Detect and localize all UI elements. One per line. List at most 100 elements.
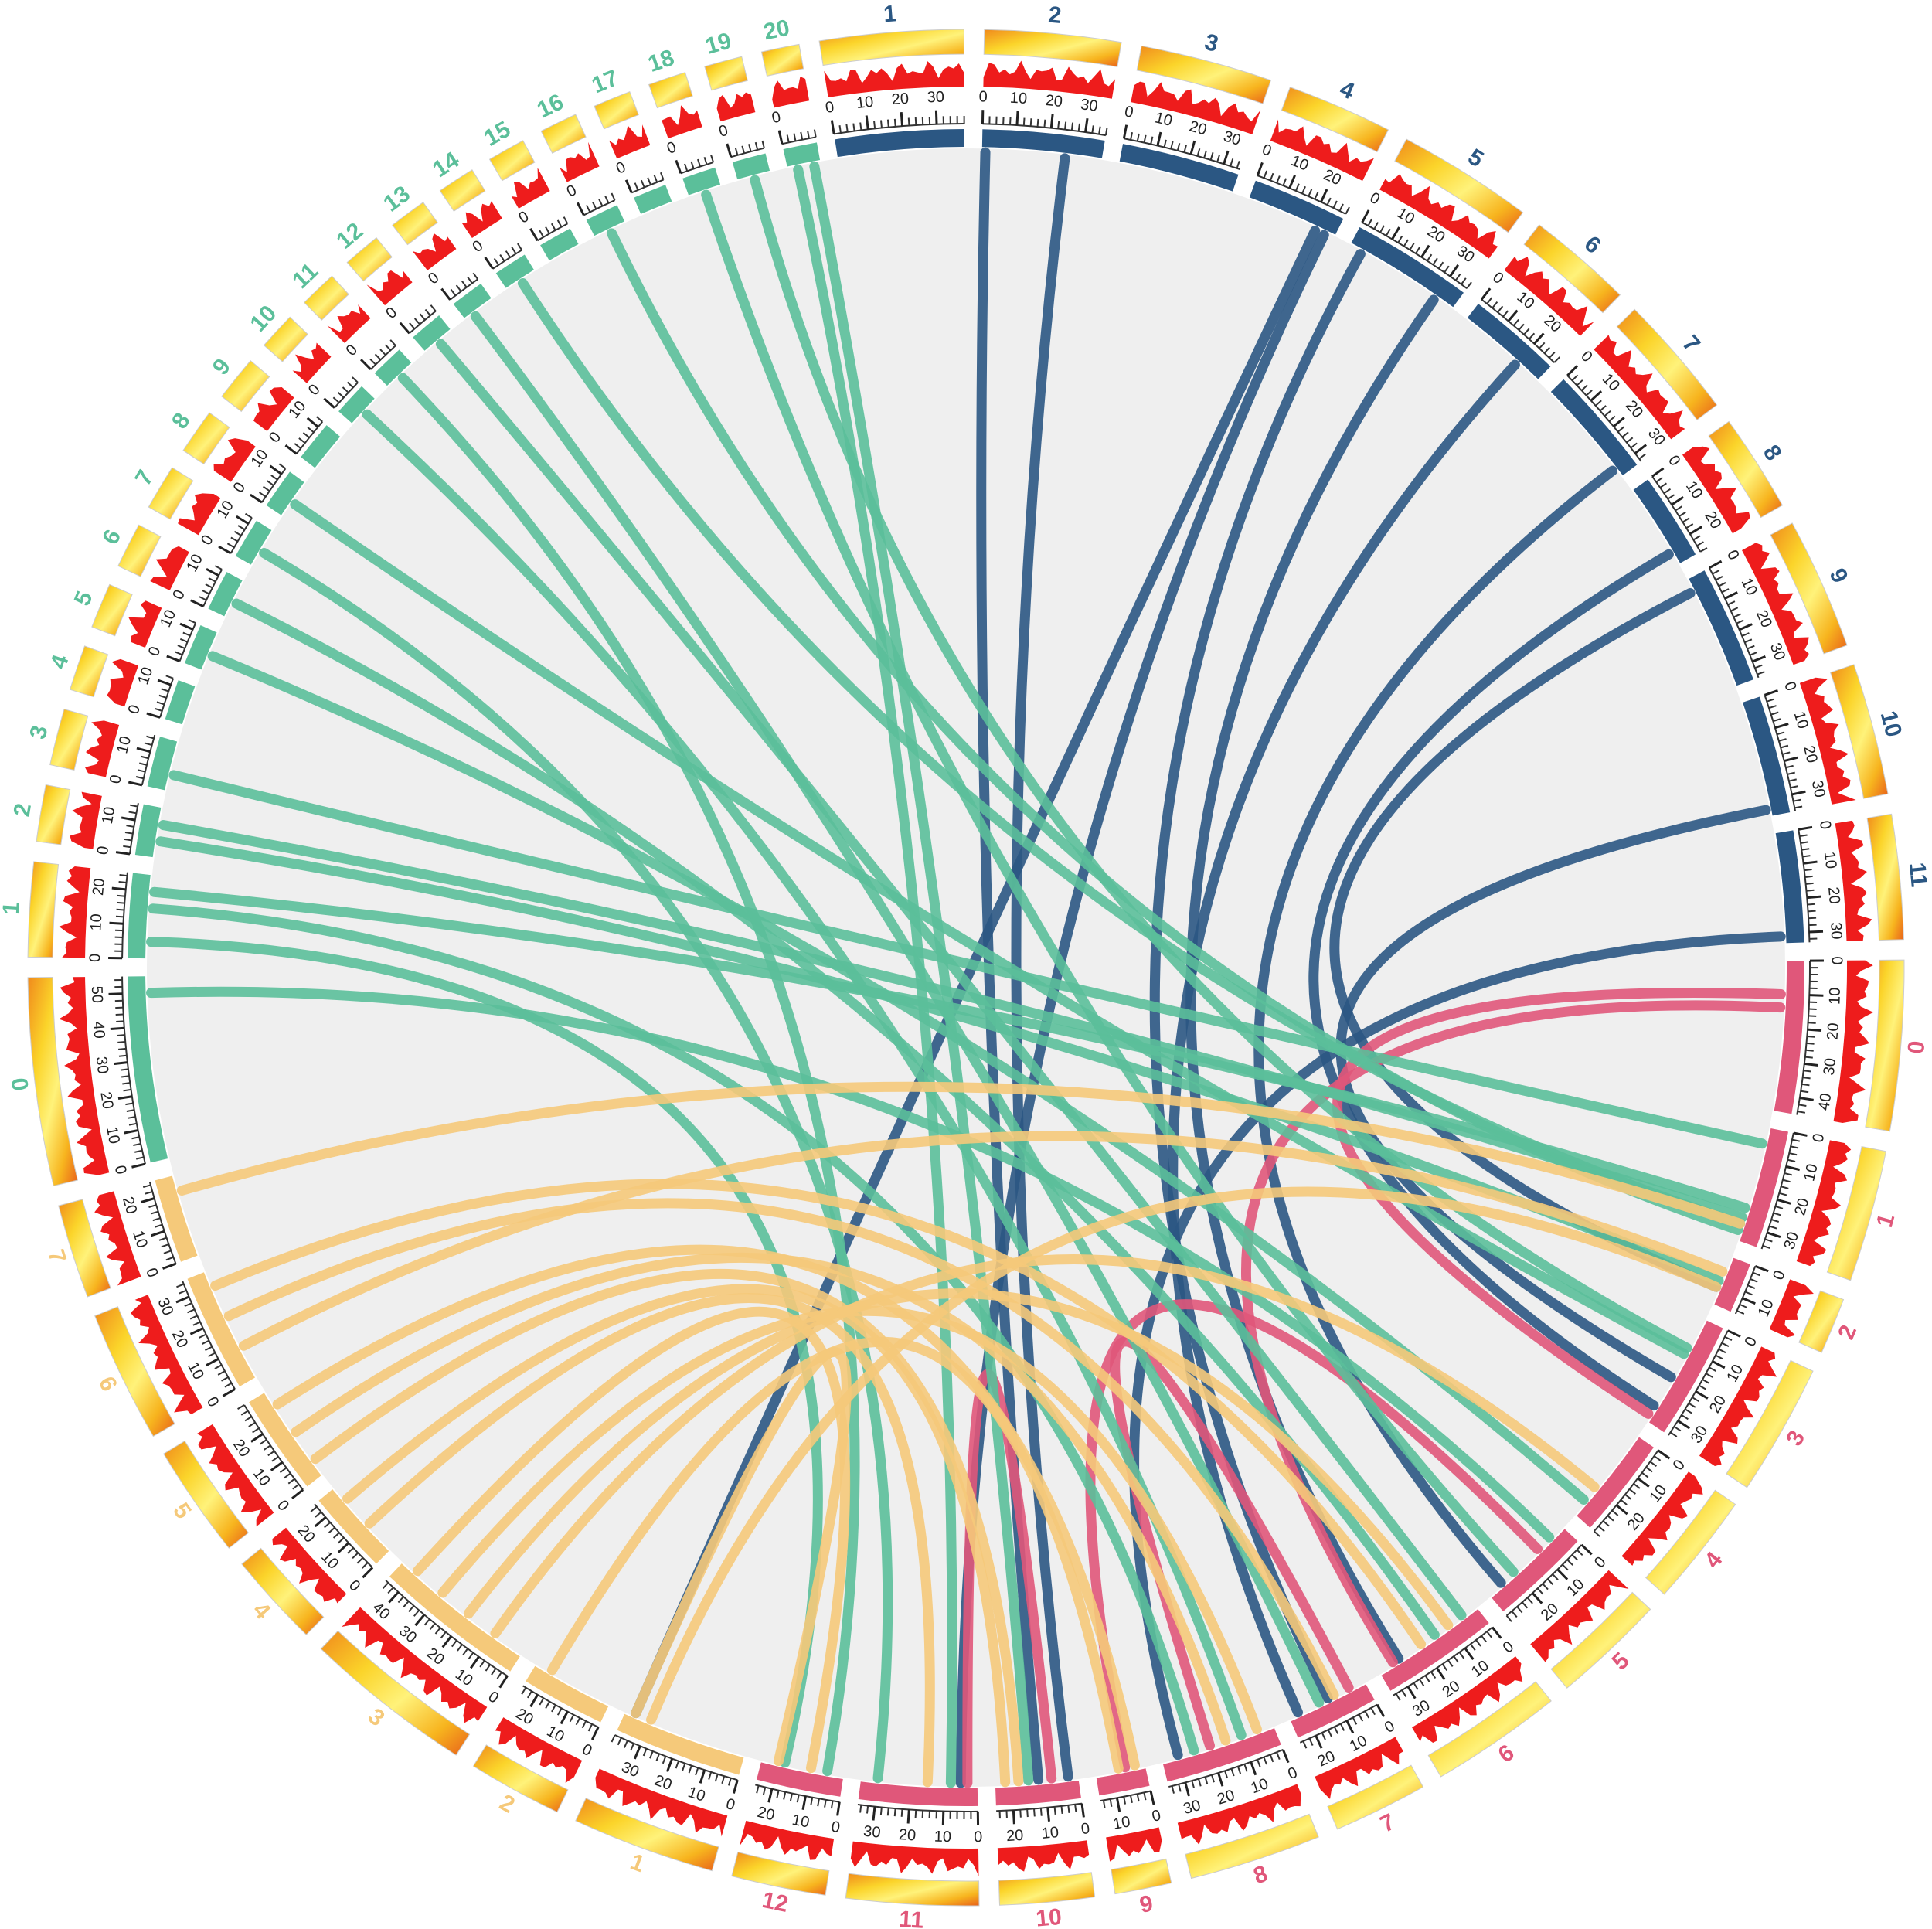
- chromosome-band: [249, 1393, 321, 1487]
- density-histogram: [342, 1607, 488, 1723]
- scale-baseline: [148, 1181, 177, 1264]
- major-tick: [1391, 226, 1400, 240]
- minor-tick: [1552, 1573, 1559, 1580]
- density-histogram: [128, 600, 162, 648]
- minor-tick: [886, 119, 889, 128]
- chromosome-band: [634, 185, 672, 214]
- minor-tick: [611, 192, 616, 201]
- tick-label: 10: [1041, 1824, 1060, 1842]
- minor-tick: [188, 619, 196, 624]
- minor-tick: [526, 1690, 532, 1699]
- minor-tick: [1750, 1278, 1758, 1283]
- minor-tick: [119, 874, 128, 877]
- minor-tick: [1502, 310, 1509, 318]
- tick-label: 0: [1367, 189, 1383, 209]
- tick-label: 30: [1781, 1230, 1802, 1251]
- chromosome-label: 10: [1876, 708, 1906, 740]
- density-histogram: [84, 720, 120, 777]
- major-tick: [1250, 1761, 1257, 1776]
- tick-label: 20: [1188, 117, 1209, 138]
- tick-label: 0: [1489, 269, 1506, 287]
- tick-label: 0: [1723, 547, 1743, 563]
- minor-tick: [1385, 228, 1391, 236]
- chromosome-band: [1381, 1609, 1489, 1691]
- chromosome-label: 0: [1903, 1039, 1930, 1054]
- minor-tick: [1163, 139, 1167, 148]
- scale-baseline: [1593, 1450, 1659, 1533]
- minor-tick: [264, 1444, 271, 1451]
- minor-tick: [824, 1799, 827, 1808]
- major-tick: [1122, 124, 1128, 139]
- link: [1335, 805, 1771, 1383]
- minor-tick: [408, 1605, 415, 1613]
- link: [364, 1293, 935, 1788]
- scale-baseline: [243, 1404, 304, 1491]
- minor-tick: [1681, 1414, 1689, 1420]
- minor-tick: [1302, 1740, 1308, 1749]
- chromosome-label: 0: [5, 1077, 32, 1093]
- minor-tick: [1571, 1554, 1579, 1561]
- major-tick: [1764, 689, 1778, 696]
- tick-label: 10: [1801, 1162, 1821, 1183]
- density-heatmap: [472, 1744, 569, 1813]
- scale-baseline: [680, 162, 714, 175]
- minor-tick: [1641, 1471, 1649, 1478]
- minor-tick: [617, 1737, 622, 1746]
- density-histogram: [327, 304, 371, 343]
- scale-baseline: [409, 310, 437, 335]
- minor-tick: [1209, 152, 1214, 161]
- density-heatmap: [731, 1851, 830, 1896]
- chromosome-band: [413, 315, 451, 351]
- tick-label: 0: [274, 1497, 292, 1514]
- major-tick: [1217, 1772, 1224, 1787]
- scale-baseline: [314, 1503, 373, 1569]
- minor-tick: [1308, 189, 1313, 197]
- minor-tick: [1196, 148, 1201, 157]
- tick-label: 0: [1500, 1638, 1517, 1657]
- minor-tick: [1785, 764, 1794, 769]
- minor-tick: [697, 158, 702, 167]
- density-heatmap: [221, 359, 270, 413]
- minor-tick: [575, 1717, 581, 1726]
- minor-tick: [1070, 122, 1074, 131]
- major-tick: [1807, 895, 1821, 900]
- minor-tick: [1773, 1212, 1781, 1216]
- minor-tick: [1224, 1771, 1229, 1779]
- minor-tick: [1475, 1639, 1481, 1647]
- minor-tick: [1718, 582, 1726, 587]
- major-tick: [360, 359, 372, 370]
- scale-baseline: [261, 468, 287, 503]
- density-histogram: [511, 168, 550, 209]
- minor-tick: [356, 1557, 364, 1564]
- minor-tick: [1026, 1809, 1029, 1818]
- minor-tick: [1326, 197, 1332, 206]
- major-tick: [1727, 1329, 1741, 1338]
- minor-tick: [430, 304, 437, 312]
- minor-tick: [1466, 281, 1472, 289]
- minor-tick: [1230, 158, 1234, 167]
- minor-tick: [1497, 305, 1504, 313]
- scale-baseline: [1505, 1544, 1583, 1617]
- minor-tick: [409, 322, 416, 330]
- minor-tick: [776, 1790, 780, 1798]
- minor-tick: [1109, 1798, 1113, 1807]
- minor-tick: [244, 512, 253, 519]
- tick-label: 0: [87, 954, 104, 962]
- major-tick: [777, 130, 784, 145]
- chromosome-band: [128, 976, 168, 1163]
- minor-tick: [126, 1109, 134, 1112]
- density-heatmap: [1427, 1681, 1552, 1778]
- chromosome-band: [1740, 1128, 1788, 1247]
- tick-label: 0: [665, 138, 679, 157]
- minor-tick: [1512, 318, 1519, 326]
- minor-tick: [117, 1047, 127, 1050]
- tick-label: 0: [825, 98, 835, 116]
- minor-tick: [1539, 342, 1546, 349]
- minor-tick: [187, 1308, 195, 1314]
- minor-tick: [807, 131, 810, 139]
- major-tick: [1406, 1686, 1417, 1699]
- tick-label: 10: [1347, 1732, 1370, 1755]
- minor-tick: [810, 1797, 814, 1805]
- minor-tick: [1638, 453, 1646, 460]
- tick-label: 10: [1289, 152, 1311, 175]
